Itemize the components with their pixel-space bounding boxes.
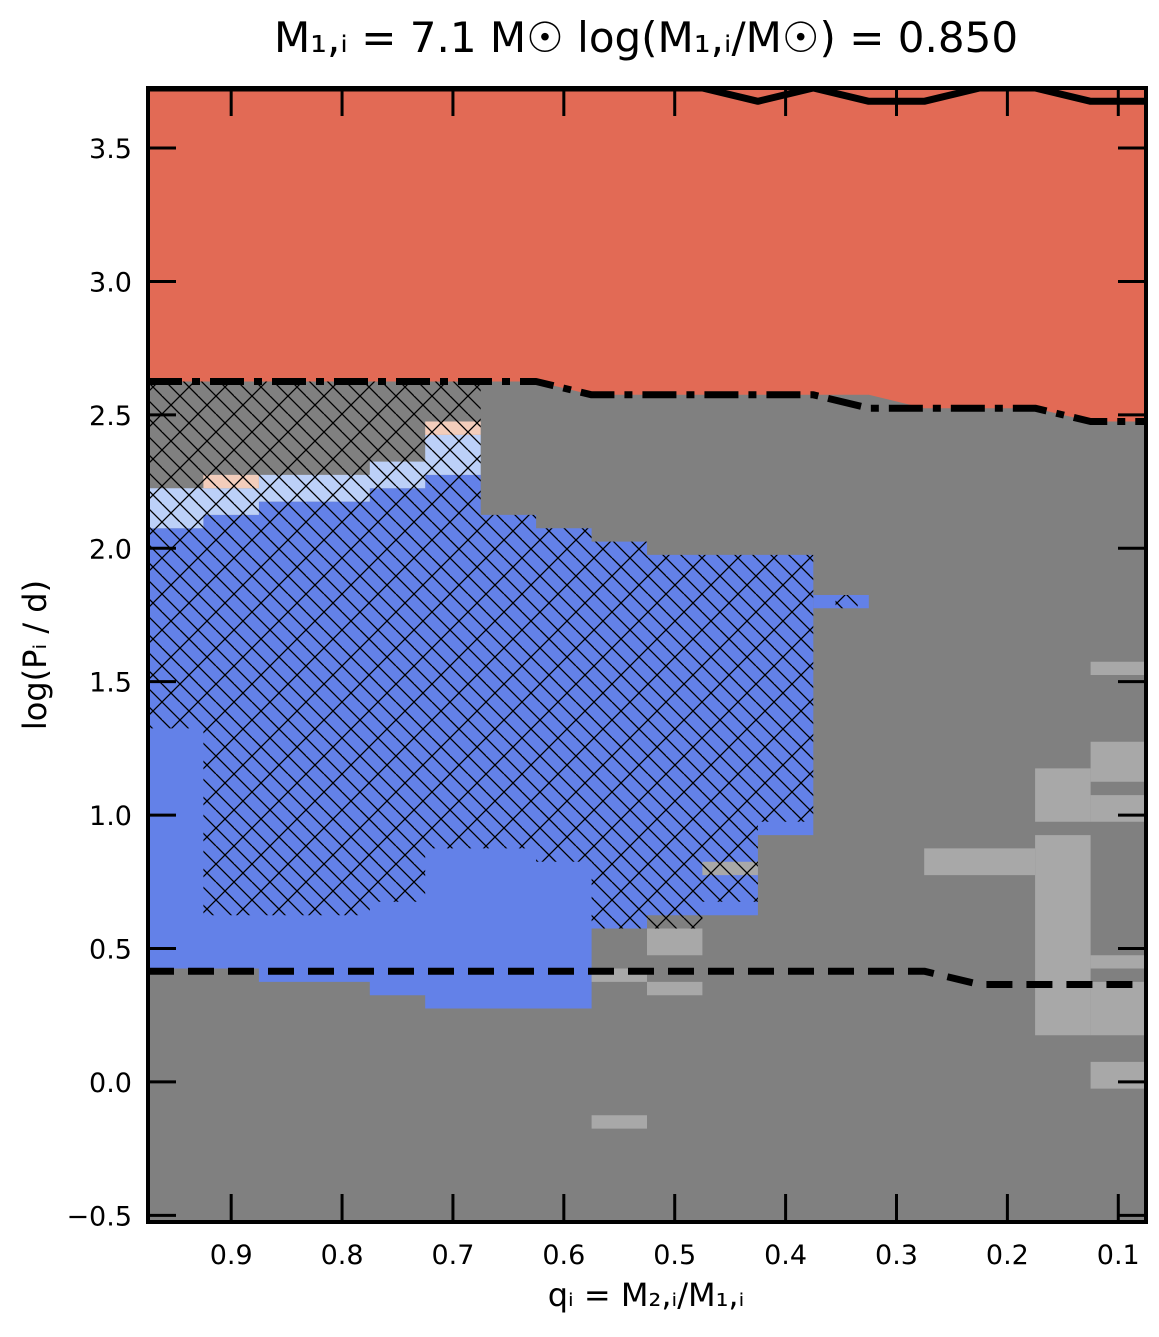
y-tick-label: 2.0 [89, 534, 132, 565]
region-light_gray-7 [647, 928, 703, 956]
y-tick-label: 3.0 [89, 267, 132, 298]
region-light_gray-16 [1090, 795, 1146, 822]
region-light_gray-14 [1090, 661, 1146, 675]
x-tick-label: 0.8 [321, 1240, 364, 1271]
y-tick-label: 3.5 [89, 134, 132, 165]
x-tick-label: 0.2 [986, 1240, 1029, 1271]
region-light_gray-15 [1090, 741, 1146, 782]
y-tick-label: 1.0 [89, 801, 132, 832]
hatched-region-0 [148, 381, 481, 529]
hatched-region-1 [148, 474, 814, 929]
hatched-region-2 [835, 595, 858, 609]
x-axis-label: qᵢ = M₂,ᵢ/M₁,ᵢ [548, 1276, 745, 1314]
boundary-line-dashdot [148, 378, 1146, 425]
ticks-layer: 0.9 0.8 0.7 0.6 0.5 0.4 0.3 0.2 0.1 −0.5 0.0 0.5 1.0… [66, 88, 1146, 1271]
x-tick-label: 0.9 [210, 1240, 253, 1271]
x-tick-label: 0.3 [875, 1240, 918, 1271]
y-tick-label: 0.5 [89, 935, 132, 966]
x-tick-label: 0.6 [542, 1240, 585, 1271]
y-tick-label: 0.0 [89, 1068, 132, 1099]
region-light_gray-11 [924, 848, 1036, 876]
y-axis-label: log(Pᵢ / d) [16, 580, 54, 730]
region-red-0 [148, 88, 1146, 422]
hatch-layer [148, 381, 858, 929]
region-light_gray-13 [1035, 835, 1091, 1036]
chart-title: M₁,ᵢ = 7.1 M☉ log(M₁,ᵢ/M☉) = 0.850 [274, 13, 1018, 62]
region-light_gray-18 [1090, 981, 1146, 1036]
x-tick-label: 0.5 [653, 1240, 696, 1271]
y-tick-label: −0.5 [66, 1201, 132, 1232]
x-tick-label: 0.1 [1097, 1240, 1140, 1271]
y-tick-label: 2.5 [89, 401, 132, 432]
boundary-line-dashed [148, 967, 1146, 988]
y-tick-label: 1.5 [89, 668, 132, 699]
region-light_gray-10 [591, 1115, 647, 1129]
region-light_gray-17 [1090, 955, 1146, 969]
region-light_gray-12 [1035, 768, 1091, 822]
x-tick-label: 0.7 [431, 1240, 474, 1271]
plot-frame [146, 86, 1148, 1224]
region-light_gray-8 [647, 981, 703, 996]
region-light_gray-19 [1090, 1061, 1146, 1089]
x-tick-label: 0.4 [764, 1240, 807, 1271]
